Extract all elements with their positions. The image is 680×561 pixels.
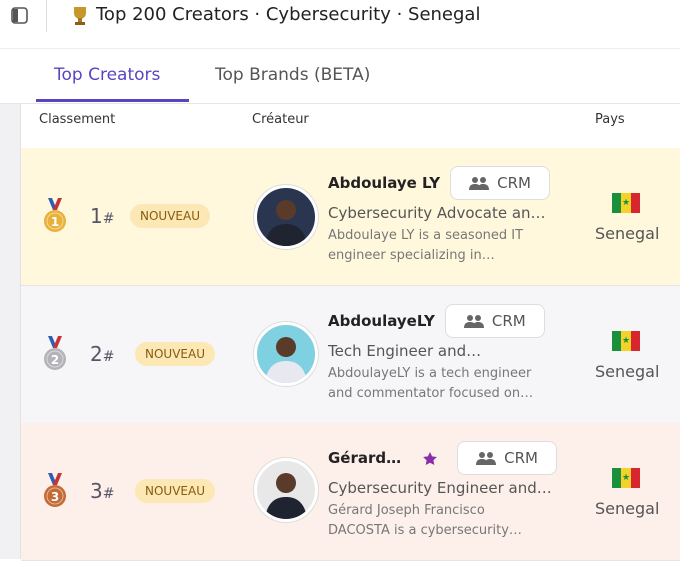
column-header: Pays bbox=[595, 112, 625, 127]
crm-button[interactable]: CRM bbox=[450, 166, 550, 200]
table-row[interactable]: 3 3# NOUVEAU Gérard… CRM Cybersecurity Engine… bbox=[21, 423, 680, 561]
flag-senegal: ★ bbox=[612, 193, 640, 213]
country: Senegal bbox=[595, 499, 660, 518]
avatar[interactable] bbox=[254, 458, 318, 522]
people-icon bbox=[469, 177, 490, 190]
table-row[interactable]: 1 1# NOUVEAU Abdoulaye LY CRM Cybersecurity A… bbox=[21, 148, 680, 286]
trophy-icon bbox=[74, 7, 86, 25]
rank: 1# bbox=[90, 204, 114, 228]
rank-number: 2 bbox=[90, 341, 103, 366]
column-header: Classement bbox=[39, 112, 116, 127]
avatar-figure bbox=[265, 473, 307, 519]
name-row: AbdoulayeLY CRM bbox=[328, 303, 545, 338]
rank-number: 1 bbox=[90, 204, 103, 228]
rank-suffix: # bbox=[102, 348, 115, 365]
avatar[interactable] bbox=[254, 321, 318, 386]
creator-headline: Tech Engineer and… bbox=[328, 341, 482, 360]
table-row[interactable]: 2 2# NOUVEAU AbdoulayeLY CRM Tech Engineer an… bbox=[21, 285, 680, 424]
creator-headline: Cybersecurity Advocate an… bbox=[328, 204, 546, 222]
name-row: Gérard… CRM bbox=[328, 441, 557, 475]
star-icon bbox=[423, 452, 437, 465]
page-title: Top 200 Creators · Cybersecurity · Seneg… bbox=[96, 4, 481, 25]
medal-number: 3 bbox=[51, 490, 59, 504]
crm-button[interactable]: CRM bbox=[444, 303, 545, 338]
new-badge: NOUVEAU bbox=[130, 204, 210, 228]
new-badge: NOUVEAU bbox=[135, 341, 215, 366]
tab-active[interactable]: Top Creators bbox=[54, 65, 161, 85]
tab-underline bbox=[36, 99, 189, 102]
divider bbox=[46, 0, 47, 32]
creator-description: Abdoulaye LY is a seasoned IT engineer s… bbox=[328, 228, 524, 263]
rank: 2# bbox=[90, 342, 114, 366]
rank-suffix: # bbox=[102, 486, 115, 502]
rank-suffix: # bbox=[102, 211, 115, 227]
sidebar-toggle[interactable] bbox=[10, 6, 30, 26]
flag-senegal: ★ bbox=[612, 468, 640, 488]
country: Senegal bbox=[595, 224, 660, 243]
medal-icon: 2 bbox=[44, 335, 66, 370]
medal-icon: 1 bbox=[44, 198, 66, 232]
creator-name[interactable]: Gérard… bbox=[328, 449, 402, 467]
new-badge: NOUVEAU bbox=[135, 479, 215, 503]
crm-label: CRM bbox=[497, 174, 531, 192]
creator-name[interactable]: Abdoulaye LY bbox=[328, 174, 441, 192]
creator-description: Gérard Joseph Francisco DACOSTA is a cyb… bbox=[328, 503, 522, 538]
country: Senegal bbox=[595, 361, 660, 381]
medal-number: 2 bbox=[51, 353, 59, 367]
left-strip bbox=[0, 104, 21, 559]
top-bar: Top 200 Creators · Cybersecurity · Seneg… bbox=[0, 0, 680, 49]
rank: 3# bbox=[90, 479, 114, 503]
name-row: Abdoulaye LY CRM bbox=[328, 166, 550, 200]
crm-button[interactable]: CRM bbox=[457, 441, 557, 475]
people-icon bbox=[476, 452, 497, 465]
crm-label: CRM bbox=[504, 449, 538, 467]
rank-number: 3 bbox=[90, 479, 103, 503]
avatar[interactable] bbox=[254, 185, 318, 249]
creator-headline: Cybersecurity Engineer and… bbox=[328, 479, 552, 497]
creator-name[interactable]: AbdoulayeLY bbox=[328, 311, 435, 330]
creator-description: AbdoulayeLY is a tech engineer and comme… bbox=[328, 365, 534, 401]
tab-bar: Top Creators Top Brands (BETA) bbox=[0, 49, 680, 104]
medal-icon: 3 bbox=[44, 473, 66, 507]
people-icon bbox=[463, 314, 484, 328]
tab[interactable]: Top Brands (BETA) bbox=[215, 65, 371, 85]
flag-senegal: ★ bbox=[612, 330, 640, 351]
avatar-figure bbox=[265, 336, 307, 383]
medal-number: 1 bbox=[51, 215, 59, 229]
crm-label: CRM bbox=[491, 311, 526, 330]
column-header: Créateur bbox=[252, 112, 309, 127]
avatar-figure bbox=[265, 200, 307, 246]
